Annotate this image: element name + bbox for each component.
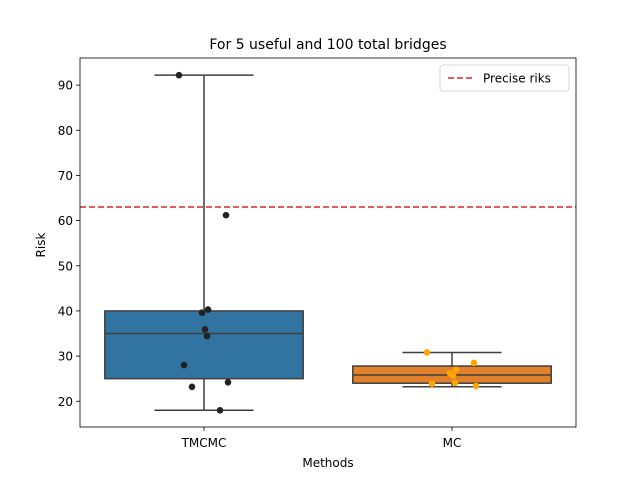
data-point (180, 361, 188, 369)
y-tick-label: 50 (58, 259, 73, 273)
axes-frame (79, 57, 577, 428)
x-tick-label: TMCMC (181, 436, 227, 450)
data-point (198, 309, 206, 317)
y-tick-label: 70 (58, 169, 73, 183)
legend-box (439, 64, 570, 92)
data-point (423, 349, 431, 356)
data-point (222, 211, 230, 219)
data-point (449, 372, 457, 379)
chart-title: For 5 useful and 100 total bridges (209, 37, 446, 53)
data-point (428, 380, 436, 387)
y-axis-label: Risk (34, 233, 48, 258)
y-tick-label: 60 (58, 214, 73, 228)
data-point (188, 383, 196, 391)
data-point (451, 379, 459, 387)
x-axis-label: Methods (302, 456, 353, 470)
data-point (175, 71, 183, 79)
legend-label: Precise riks (483, 72, 551, 86)
data-point (224, 378, 232, 386)
y-tick-label: 40 (58, 304, 73, 318)
data-point (452, 366, 460, 373)
data-point (204, 306, 212, 313)
data-point (201, 326, 209, 333)
x-tick-label: MC (443, 436, 462, 450)
y-tick-label: 80 (58, 124, 73, 138)
data-point (472, 382, 480, 390)
y-tick-label: 20 (58, 395, 73, 409)
box-tmcmc (104, 310, 304, 380)
plot-area: 20 30 40 50 60 70 80 90 TMCMC MC Precise riks (58, 57, 577, 450)
data-point (470, 359, 478, 367)
data-point (203, 332, 211, 340)
data-point (216, 406, 224, 414)
y-tick-label: 90 (58, 79, 73, 93)
y-tick-label: 30 (58, 350, 73, 364)
